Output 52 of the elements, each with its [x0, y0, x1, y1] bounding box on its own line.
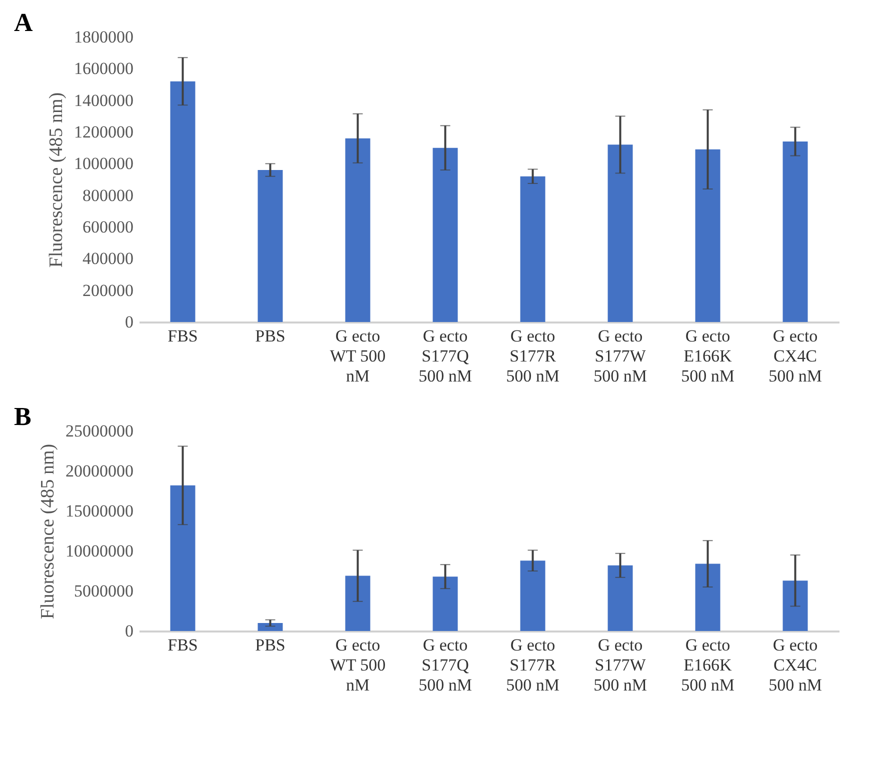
bar — [608, 565, 633, 631]
bar — [432, 148, 458, 322]
y-tick-label: 20000000 — [66, 462, 134, 480]
bar — [170, 485, 196, 631]
x-tick-label: G ecto WT 500 nM — [330, 636, 386, 694]
y-tick-label: 1800000 — [74, 28, 134, 46]
x-tick-label: FBS — [168, 636, 198, 654]
bar — [345, 138, 370, 322]
x-tick-label: G ecto S177R 500 nM — [506, 326, 560, 386]
x-tick-label: G ecto S177R 500 nM — [506, 636, 560, 694]
y-tick-label: 0 — [125, 312, 134, 332]
x-tick-label: G ecto S177Q 500 nM — [418, 636, 472, 694]
chart-title: A — [14, 8, 33, 37]
y-tick-label: 200000 — [82, 280, 134, 300]
y-tick-label: 25000000 — [66, 422, 134, 440]
x-tick-label: FBS — [168, 326, 198, 346]
x-tick-label: G ecto S177W 500 nM — [594, 636, 647, 694]
x-tick-label: G ecto S177W 500 nM — [594, 326, 647, 386]
y-tick-label: 1600000 — [74, 59, 134, 78]
y-tick-label: 5000000 — [74, 582, 134, 600]
bar — [170, 81, 196, 322]
bar — [695, 149, 720, 322]
y-axis-title: Fluorescence (485 nm) — [46, 92, 67, 268]
bar — [782, 142, 808, 322]
bar — [695, 564, 720, 631]
x-tick-label: G ecto WT 500 nM — [330, 326, 386, 386]
bar — [782, 580, 808, 631]
y-tick-label: 0 — [125, 622, 134, 640]
x-tick-label: PBS — [255, 636, 286, 654]
y-tick-label: 10000000 — [66, 542, 134, 560]
x-tick-label: G ecto S177Q 500 nM — [418, 326, 472, 386]
x-tick-label: G ecto CX4C 500 nM — [768, 326, 822, 386]
bar — [520, 176, 546, 322]
bar — [258, 170, 283, 322]
bar — [520, 560, 546, 631]
x-tick-label: G ecto E166K 500 nM — [681, 326, 734, 386]
y-tick-label: 1000000 — [74, 154, 134, 174]
y-tick-label: 1200000 — [74, 122, 134, 142]
y-axis-title: Fluorescence (485 nm) — [38, 444, 58, 620]
x-tick-label: PBS — [255, 326, 286, 346]
chart-title: B — [14, 402, 32, 431]
y-tick-label: 400000 — [82, 249, 134, 268]
y-tick-label: 800000 — [82, 186, 134, 205]
bar — [258, 623, 283, 631]
y-tick-label: 600000 — [82, 218, 134, 236]
bar — [345, 576, 370, 631]
x-tick-label: G ecto E166K 500 nM — [681, 636, 734, 694]
bar — [608, 144, 633, 322]
y-tick-label: 15000000 — [66, 502, 134, 520]
bar — [432, 576, 458, 631]
x-tick-label: G ecto CX4C 500 nM — [768, 636, 822, 694]
y-tick-label: 1400000 — [74, 90, 134, 110]
